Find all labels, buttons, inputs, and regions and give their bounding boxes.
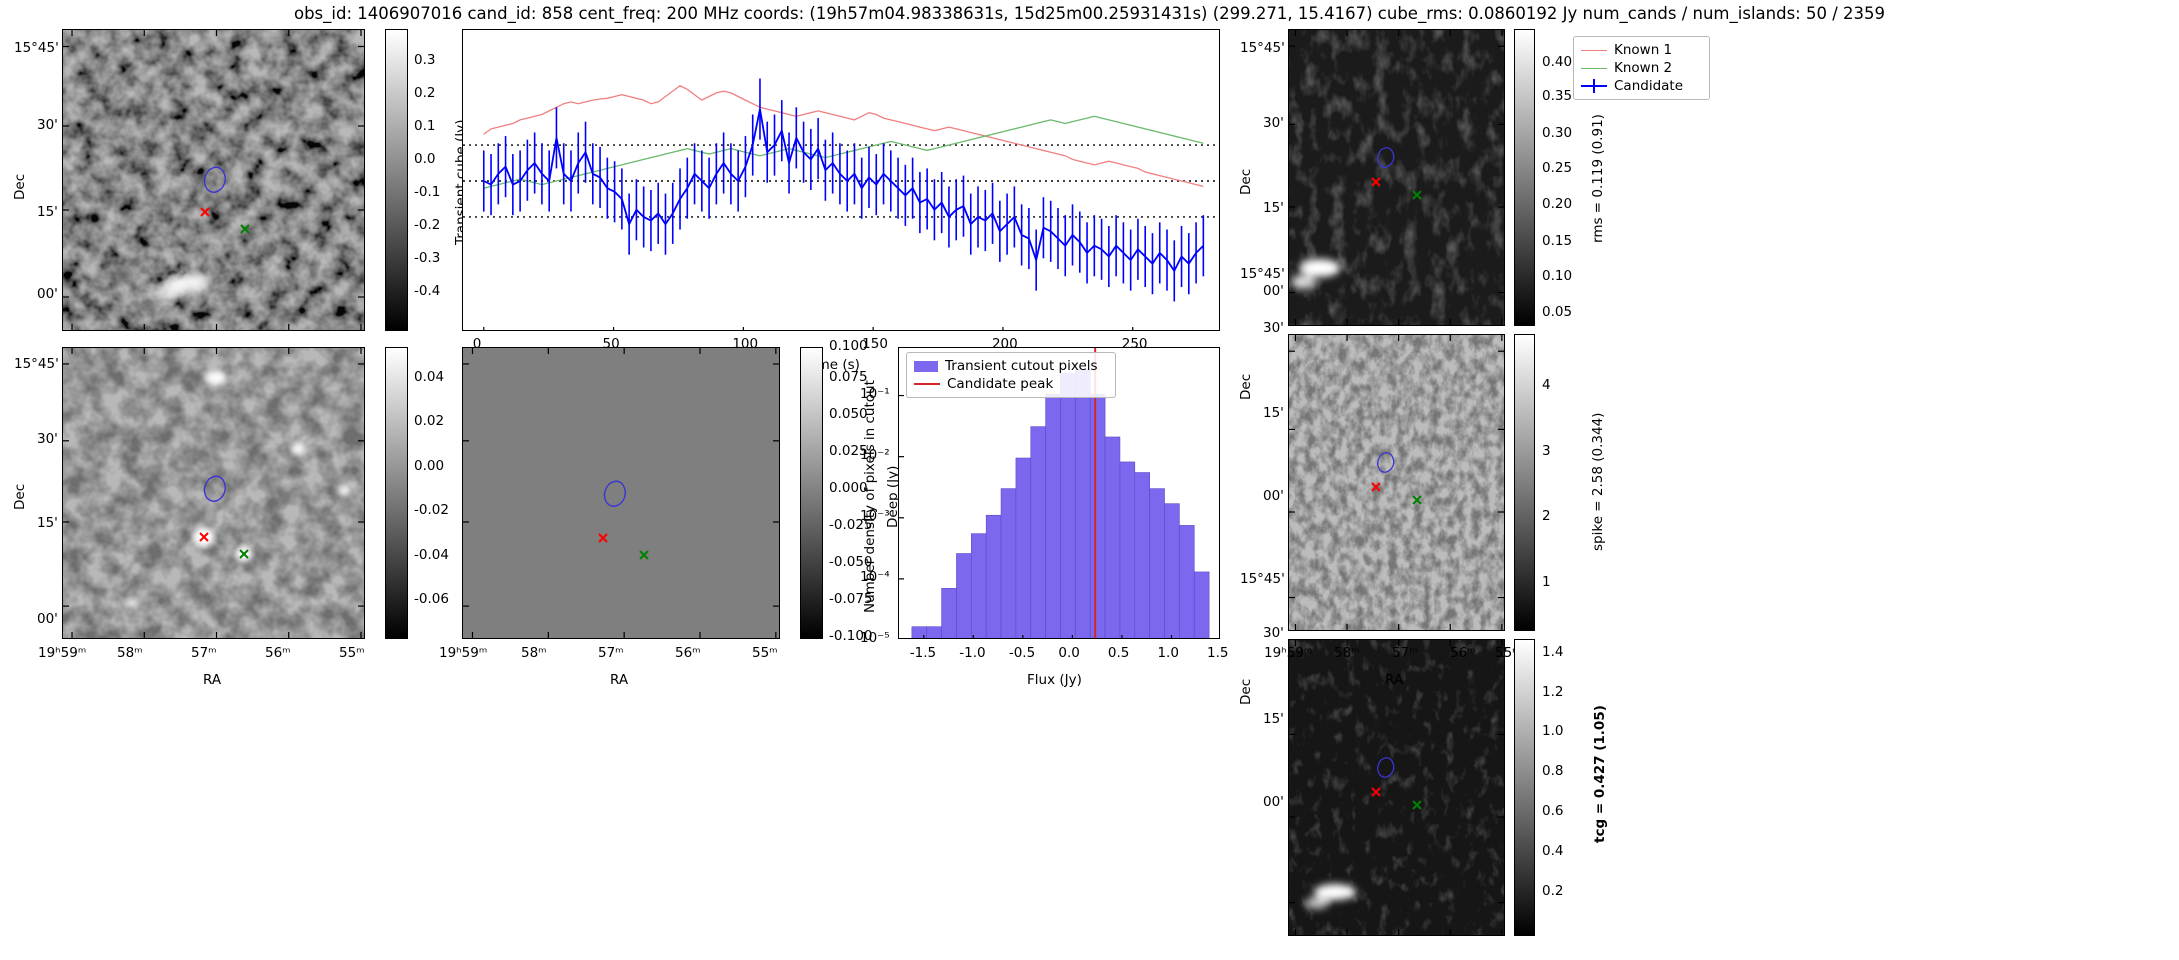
lightcurve-xtick-label: 150 [862,336,888,352]
colorbar-deep [800,347,823,639]
lightcurve-xtick-label: 0 [472,336,482,352]
colorbar-spike-label: spike = 2.58 (0.344) [1590,412,1606,551]
panel-rms-map[interactable] [1288,29,1505,326]
colorbar-rms-label: rms = 0.119 (0.91) [1590,114,1606,243]
candidate-errorbar-swatch [1581,79,1607,93]
axis-ticks [1289,30,1504,325]
gleam-image [63,348,364,638]
overlay-markers-spike [1371,452,1422,505]
histogram-ytick-label: 10⁻¹ [860,385,890,402]
histogram-xtick-label: 0.0 [1058,645,1080,661]
overlay-markers-tcg [1371,757,1422,810]
flux-histogram-plot [899,348,1210,638]
histogram-xlabel: Flux (Jy) [1027,672,1082,688]
panel-tcg-map[interactable] [1288,639,1505,936]
transient-cube-image [63,30,364,330]
legend-item-candidate-peak: Candidate peak [914,375,1108,393]
panel-deep-xlabel: RA [610,672,629,688]
histogram-legend[interactable]: Transient cutout pixels Candidate peak [906,352,1116,398]
legend-label-candidate: Candidate [1614,78,1684,94]
rms-map-image [1289,30,1504,325]
histogram-xtick-label: -1.0 [959,645,986,661]
colorbar-tcg-map [1514,639,1535,936]
candidate-peak-swatch [914,383,940,385]
panel2-xlabel: RA [203,672,222,688]
axis-ticks [1289,335,1504,630]
histogram-xtick-label: 1.5 [1207,645,1229,661]
panel-lightcurve[interactable] [462,29,1220,331]
histogram-ytick-label: 10⁻⁴ [860,568,890,585]
panel-deep[interactable] [462,347,780,639]
tcg-map-image [1289,640,1504,935]
legend-label-known2: Known 2 [1614,60,1673,76]
legend-label-known1: Known 1 [1614,42,1673,58]
tcg-map-ylabel: Dec [1238,678,1254,705]
legend-item-cutout-pixels: Transient cutout pixels [914,357,1108,375]
colorbar-tcg-label: tcg = 0.427 (1.05) [1592,705,1608,843]
known1-line-swatch [1581,49,1607,51]
overlay-markers-1 [200,166,250,234]
histogram-xtick-label: -0.5 [1008,645,1036,661]
spike-map-ylabel: Dec [1238,373,1254,400]
panel2-ylabel: Dec [12,483,28,510]
legend-item-known1: Known 1 [1581,41,1702,59]
tcg-map-xlabel: RA [1385,672,1404,688]
colorbar-rms-map [1514,29,1535,326]
page-title: obs_id: 1406907016 cand_id: 858 cent_fre… [293,4,1886,23]
cutout-pixels-swatch [914,360,938,372]
histogram-xtick-label: 1.0 [1157,645,1179,661]
rms-map-ylabel: Dec [1238,168,1254,195]
lightcurve-legend[interactable]: Known 1 Known 2 Candidate [1573,36,1710,100]
panel-gleam[interactable] [62,347,365,639]
axis-ticks [63,30,364,330]
histogram-ytick-label: 10⁻² [860,446,890,463]
legend-label-candidate-peak: Candidate peak [947,376,1054,392]
legend-label-cutout-pixels: Transient cutout pixels [945,358,1098,374]
axis-ticks [463,348,779,638]
axis-ticks [1289,640,1504,935]
histogram-ytick-label: 10⁻⁵ [860,630,890,646]
overlay-markers-2 [199,475,249,559]
overlay-markers-rms [1371,147,1422,200]
histogram-xtick-label: -1.5 [909,645,937,661]
legend-item-known2: Known 2 [1581,59,1702,77]
known2-line-swatch [1581,67,1607,69]
spike-map-image [1289,335,1504,630]
overlay-markers-deep [598,480,649,560]
colorbar-transient-cube [385,29,408,331]
panel-transient-cube[interactable] [62,29,365,331]
histogram-ytick-label: 10⁻³ [860,507,890,524]
axis-ticks [63,348,364,638]
panel-spike-map[interactable] [1288,334,1505,631]
legend-item-candidate: Candidate [1581,77,1702,95]
colorbar-gleam [385,347,408,639]
lightcurve-plot [463,78,1219,330]
histogram-xtick-label: 0.5 [1107,645,1130,661]
colorbar-spike-map [1514,334,1535,631]
panel1-ylabel: Dec [12,173,28,200]
